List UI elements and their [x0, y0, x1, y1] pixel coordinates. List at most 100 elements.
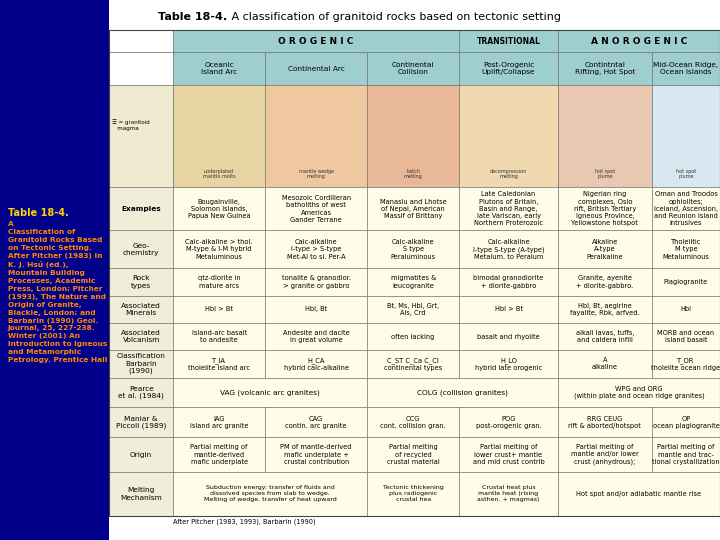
- Bar: [558, 350, 652, 377]
- Bar: [173, 471, 367, 516]
- Text: WPG and ORG
(within plate and ocean ridge granites): WPG and ORG (within plate and ocean ridg…: [574, 386, 704, 400]
- Bar: [459, 187, 558, 231]
- Bar: [367, 295, 459, 323]
- Text: Post-Orogenic
Uplift/Collapse: Post-Orogenic Uplift/Collapse: [482, 62, 535, 75]
- Text: Bt, Ms, Hbl, Grt,
Als, Crd: Bt, Ms, Hbl, Grt, Als, Crd: [387, 302, 439, 316]
- Text: tonalite & granodior.
> granite or gabbro: tonalite & granodior. > granite or gabbr…: [282, 275, 351, 288]
- Text: Contintntal
Rifting, Hot Spot: Contintntal Rifting, Hot Spot: [575, 62, 635, 75]
- Bar: [652, 52, 720, 85]
- Text: Pearce
et al. (1984): Pearce et al. (1984): [118, 386, 164, 400]
- Text: Table 18-4.: Table 18-4.: [8, 208, 68, 218]
- Bar: [173, 323, 265, 350]
- Bar: [558, 187, 652, 231]
- Bar: [558, 52, 652, 85]
- Text: Late Caledonian
Plutons of Britain,
Basin and Range,
late Variscan, early
Northe: Late Caledonian Plutons of Britain, Basi…: [474, 191, 543, 226]
- Bar: [367, 323, 459, 350]
- Bar: [459, 52, 558, 85]
- Bar: [109, 231, 173, 268]
- Bar: [367, 268, 459, 295]
- Bar: [265, 85, 367, 187]
- Text: A N O R O G E N I C: A N O R O G E N I C: [591, 37, 687, 46]
- Bar: [459, 471, 558, 516]
- Bar: [109, 471, 173, 516]
- Text: A classification of granitoid rocks based on tectonic setting: A classification of granitoid rocks base…: [228, 12, 562, 22]
- Text: TRANSITIONAL: TRANSITIONAL: [477, 37, 541, 46]
- Text: Hbl > Bt: Hbl > Bt: [205, 306, 233, 312]
- Bar: [652, 323, 720, 350]
- Text: Table 18-4.: Table 18-4.: [158, 12, 228, 22]
- Bar: [558, 268, 652, 295]
- Bar: [652, 408, 720, 437]
- Text: IAG
island arc granite: IAG island arc granite: [190, 416, 248, 429]
- Text: Partial melting
of recycled
crustal material: Partial melting of recycled crustal mate…: [387, 444, 439, 465]
- Bar: [558, 30, 720, 52]
- Text: Hbl > Bt: Hbl > Bt: [495, 306, 523, 312]
- Text: alkali lavas, tuffs,
and caldera infill: alkali lavas, tuffs, and caldera infill: [576, 330, 634, 343]
- Text: PM of mantle-derived
mafic underplate +
crustal contribution: PM of mantle-derived mafic underplate + …: [280, 444, 352, 465]
- Text: hot spot
plume: hot spot plume: [676, 169, 696, 179]
- Bar: [558, 231, 652, 268]
- Bar: [367, 408, 459, 437]
- Text: Alkaline
A-type
Peralkaline: Alkaline A-type Peralkaline: [587, 239, 624, 260]
- Bar: [173, 437, 265, 471]
- Text: Hbl: Hbl: [680, 306, 691, 312]
- Bar: [109, 268, 173, 295]
- Bar: [459, 437, 558, 471]
- Bar: [459, 350, 558, 377]
- Bar: [367, 471, 459, 516]
- Text: Calc-alkaline > thol.
M-type & I-M hybrid
Metaluminous: Calc-alkaline > thol. M-type & I-M hybri…: [185, 239, 253, 260]
- Bar: [173, 350, 265, 377]
- Text: H_LO
hybrid late orogenic: H_LO hybrid late orogenic: [475, 357, 542, 371]
- Text: Bougainville,
Solomon Islands,
Papua New Guinea: Bougainville, Solomon Islands, Papua New…: [188, 199, 251, 219]
- Bar: [459, 295, 558, 323]
- Text: qtz-diorite in
mature arcs: qtz-diorite in mature arcs: [198, 275, 240, 288]
- Text: Hbl, Bt: Hbl, Bt: [305, 306, 328, 312]
- Bar: [265, 52, 367, 85]
- Text: Rock
types: Rock types: [131, 275, 151, 288]
- Text: Maniar &
Piccoli (1989): Maniar & Piccoli (1989): [116, 416, 166, 429]
- Bar: [109, 323, 173, 350]
- Text: Melting
Mechanism: Melting Mechanism: [120, 487, 162, 501]
- Text: basalt and rhyolite: basalt and rhyolite: [477, 334, 540, 340]
- Text: O R O G E N I C: O R O G E N I C: [279, 37, 354, 46]
- Bar: [173, 295, 265, 323]
- Text: Classification
Barbarin
(1990): Classification Barbarin (1990): [117, 353, 166, 374]
- Text: mantle wedge
melting: mantle wedge melting: [299, 169, 333, 179]
- Bar: [109, 408, 173, 437]
- Bar: [109, 52, 173, 85]
- Text: VAG (volcanic arc granites): VAG (volcanic arc granites): [220, 389, 320, 396]
- Text: C_ST C_Ca C_CI
continental types: C_ST C_Ca C_CI continental types: [384, 357, 442, 371]
- Text: A
alkaline: A alkaline: [592, 357, 618, 370]
- Bar: [173, 231, 265, 268]
- Bar: [173, 408, 265, 437]
- Bar: [109, 187, 173, 231]
- Text: Andesite and dacite
in great volume: Andesite and dacite in great volume: [283, 330, 349, 343]
- Text: POG
post-orogenic gran.: POG post-orogenic gran.: [476, 416, 541, 429]
- Text: Island-arc basalt
to andesite: Island-arc basalt to andesite: [192, 330, 247, 343]
- Bar: [652, 187, 720, 231]
- Text: Plagiogranite: Plagiogranite: [664, 279, 708, 285]
- Bar: [265, 187, 367, 231]
- Text: Tectonic thickening
plus radiogenic
crustal hea: Tectonic thickening plus radiogenic crus…: [383, 485, 444, 502]
- Bar: [173, 30, 459, 52]
- Bar: [173, 52, 265, 85]
- Bar: [109, 85, 173, 187]
- Bar: [558, 323, 652, 350]
- Bar: [109, 437, 173, 471]
- Text: Manaslu and Lhotse
of Nepal, American
Massif of Brittany: Manaslu and Lhotse of Nepal, American Ma…: [379, 199, 446, 219]
- Text: batch
melting: batch melting: [404, 169, 423, 179]
- Text: bimodal granodiorite
+ diorite-gabbro: bimodal granodiorite + diorite-gabbro: [474, 275, 544, 288]
- Text: Oceanic
Island Arc: Oceanic Island Arc: [201, 62, 237, 75]
- Text: Associated
Minerals: Associated Minerals: [122, 302, 161, 316]
- Bar: [367, 377, 558, 408]
- Bar: [367, 85, 459, 187]
- Text: decompression
melting: decompression melting: [490, 169, 527, 179]
- Bar: [558, 471, 720, 516]
- Text: Crustal heat plus
mantle heat (rising
asthen. + magmas): Crustal heat plus mantle heat (rising as…: [477, 485, 540, 502]
- Bar: [459, 30, 558, 52]
- Text: T_OR
tholeiite ocean ridge: T_OR tholeiite ocean ridge: [652, 357, 720, 371]
- Text: ☰ = granitoid
   magma: ☰ = granitoid magma: [112, 119, 150, 131]
- Text: Partial melting of
mantle and/or lower
crust (anhydrous);: Partial melting of mantle and/or lower c…: [571, 444, 639, 465]
- Bar: [459, 408, 558, 437]
- Text: Continental
Collision: Continental Collision: [392, 62, 434, 75]
